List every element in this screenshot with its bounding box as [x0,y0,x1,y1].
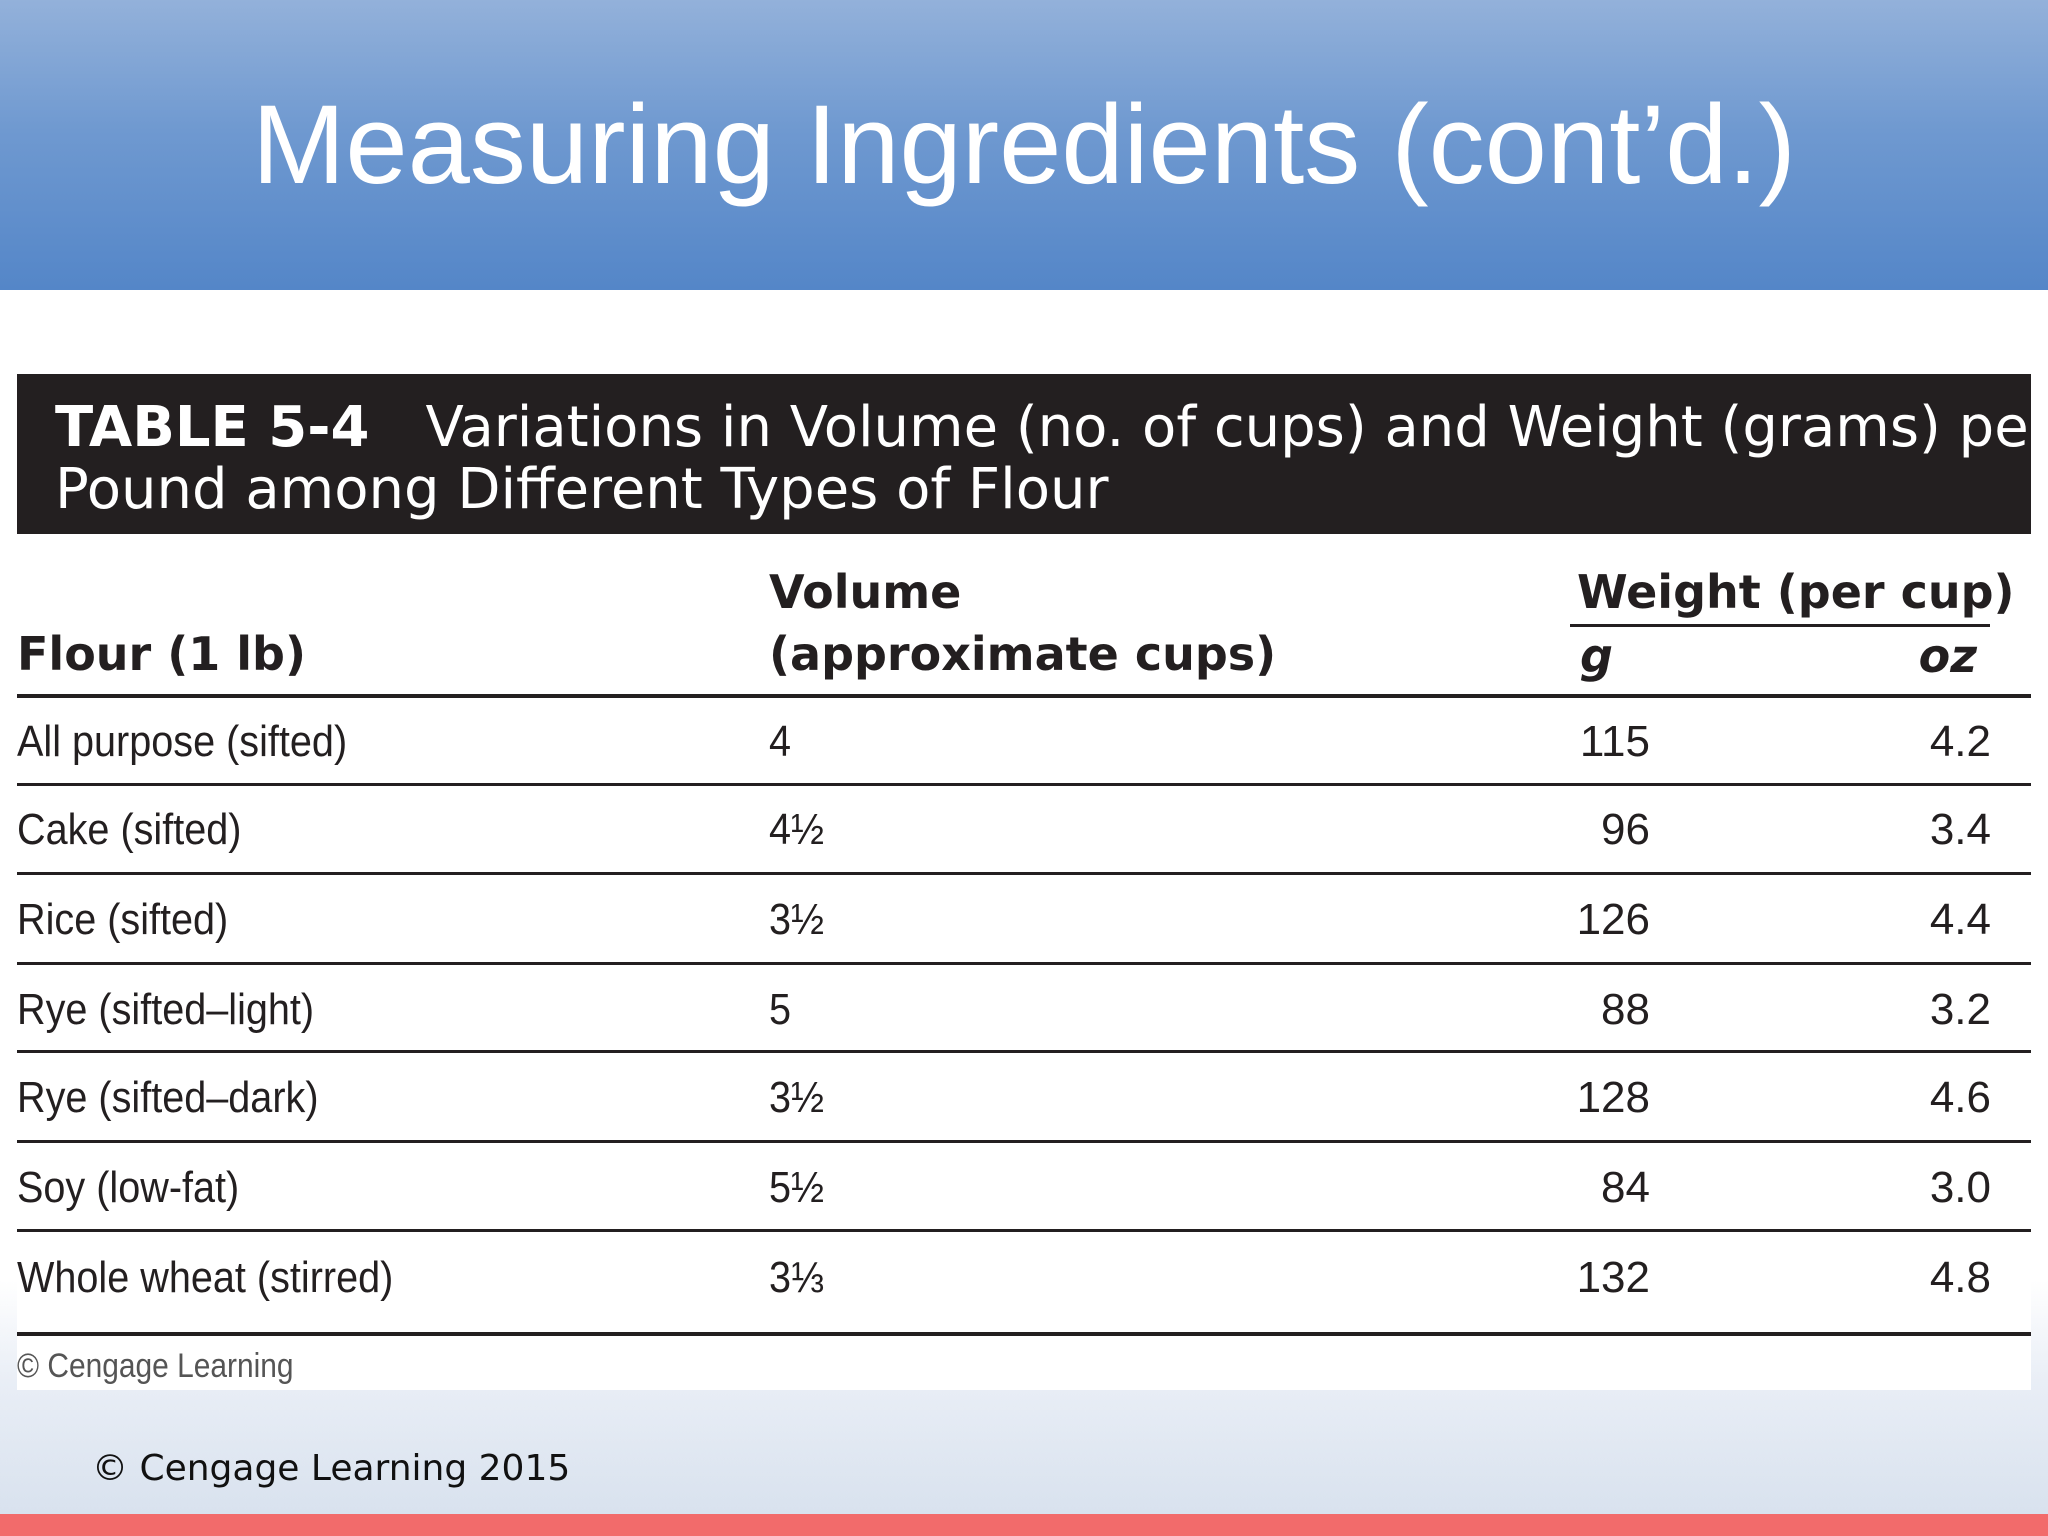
cell-oz: 3.2 [1929,985,1991,1034]
cell-g: 126 [1576,895,1650,944]
cell-oz: 4.8 [1929,1253,1991,1302]
cell-volume: 4½ [769,805,825,854]
bottom-accent-bar [0,1514,2048,1536]
cell-volume: 5½ [769,1163,825,1212]
table-title-line1: Variations in Volume (no. of cups) and W… [425,395,2048,460]
table-bottom-rule [17,1332,2031,1336]
cell-g: 132 [1576,1253,1650,1302]
cell-oz: 3.4 [1929,805,1991,854]
cell-g: 128 [1576,1073,1650,1122]
cell-volume: 3⅓ [769,1253,825,1302]
table-label: TABLE 5-4 [55,395,370,460]
cell-g: 96 [1601,805,1650,854]
cell-oz: 3.0 [1929,1163,1991,1212]
cell-g: 88 [1601,985,1650,1034]
cell-g: 84 [1601,1163,1650,1212]
cell-g: 115 [1579,717,1650,766]
slide-footer-copyright: © Cengage Learning 2015 [92,1448,571,1489]
row-rule [17,872,2031,875]
flour-table: TABLE 5-4 Variations in Volume (no. of cu… [17,374,2048,1390]
cell-volume: 5 [769,985,792,1034]
header-oz: oz [1918,629,1977,683]
header-flour: Flour (1 lb) [17,627,307,681]
header-rule [17,694,2031,698]
table-title-line2: Pound among Different Types of Flour [55,457,1109,522]
cell-oz: 4.4 [1929,895,1991,944]
slide-header: Measuring Ingredients (cont’d.) [0,0,2048,290]
cell-oz: 4.6 [1929,1073,1991,1122]
cell-flour: Rye (sifted–dark) [17,1073,319,1122]
header-volume-line1: Volume [769,565,962,619]
slide-title: Measuring Ingredients (cont’d.) [252,82,1796,207]
header-g: g [1580,629,1613,683]
cell-flour: All purpose (sifted) [17,717,348,766]
cell-volume: 3½ [769,1073,825,1122]
row-rule [17,962,2031,965]
row-rule [17,1050,2031,1053]
table-banner: TABLE 5-4 Variations in Volume (no. of cu… [17,374,2048,534]
cell-flour: Soy (low-fat) [17,1163,240,1212]
cell-volume: 4 [769,717,792,766]
cell-flour: Cake (sifted) [17,805,242,854]
header-weight-group: Weight (per cup) [1577,565,2015,619]
cell-volume: 3½ [769,895,825,944]
row-rule [17,783,2031,786]
row-rule [17,1229,2031,1232]
cell-flour: Rye (sifted–light) [17,985,315,1034]
row-rule [17,1140,2031,1143]
cell-flour: Whole wheat (stirred) [17,1253,394,1302]
cell-oz: 4.2 [1929,717,1991,766]
header-volume-line2: (approximate cups) [769,627,1277,681]
table-source-credit: © Cengage Learning [17,1347,294,1385]
cell-flour: Rice (sifted) [17,895,229,944]
weight-group-rule [1570,624,1990,627]
